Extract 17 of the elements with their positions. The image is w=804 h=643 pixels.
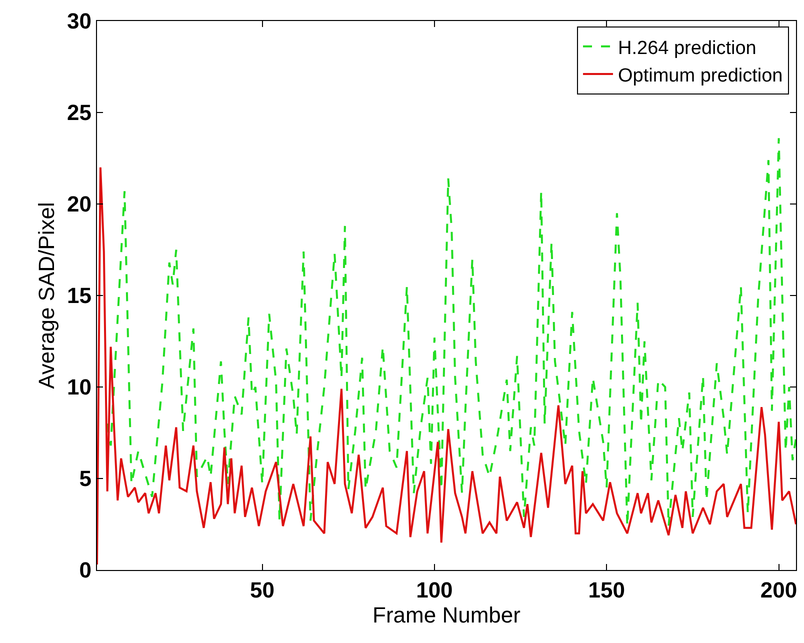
x-tick-label: 150: [588, 578, 625, 602]
y-axis-title: Average SAD/Pixel: [34, 202, 59, 389]
x-tick-label: 100: [416, 578, 453, 602]
y-tick-label: 0: [79, 558, 92, 583]
y-tick-label: 5: [79, 466, 92, 492]
y-tick-label: 25: [67, 100, 92, 126]
legend-label: Optimum prediction: [618, 65, 783, 86]
line-series: [106, 137, 796, 528]
line-series: [97, 166, 796, 566]
y-tick-label: 30: [67, 8, 92, 34]
y-tick-label: 15: [67, 283, 92, 308]
legend-label: H.264 prediction: [618, 38, 756, 59]
y-tick-label: 10: [67, 374, 92, 400]
x-axis-title: Frame Number: [372, 602, 520, 628]
y-tick-label: 20: [67, 192, 92, 217]
x-tick-label: 50: [250, 578, 275, 602]
x-tick-label: 200: [760, 578, 798, 602]
